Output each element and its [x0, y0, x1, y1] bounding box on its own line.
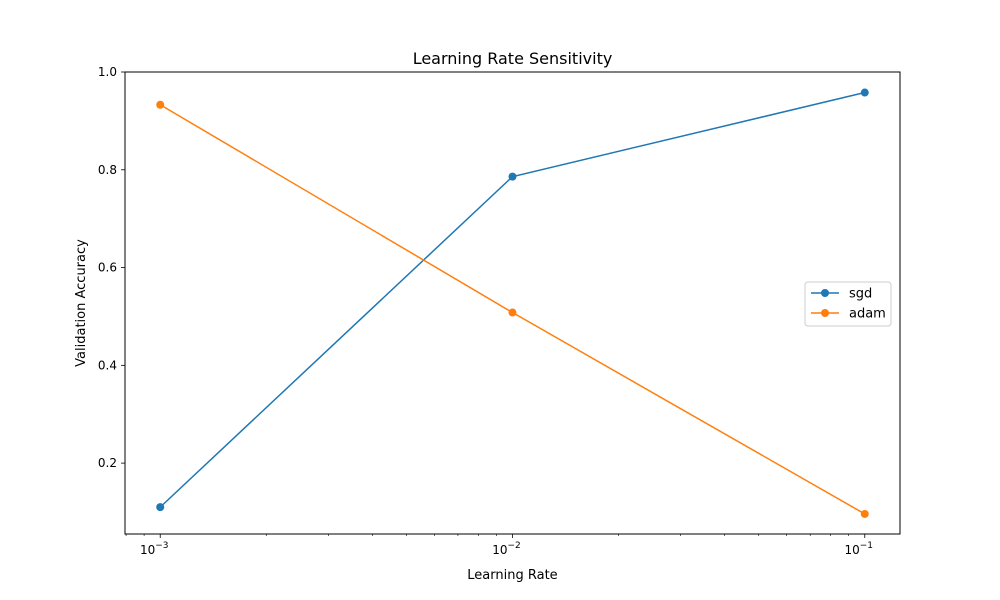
y-tick-label: 0.8	[98, 163, 117, 177]
y-tick-label: 1.0	[98, 65, 117, 79]
y-tick-label: 0.2	[98, 456, 117, 470]
legend-label-adam: adam	[849, 307, 886, 322]
series-layer	[156, 88, 869, 518]
y-axis: 0.2 0.4 0.6 0.8 1.0	[98, 65, 125, 470]
legend-marker-sgd	[821, 289, 829, 297]
data-point-adam	[156, 100, 165, 109]
x-tick-label: 10−2	[492, 541, 521, 557]
x-minor-ticks	[125, 534, 849, 536]
data-point-sgd	[860, 88, 869, 97]
data-point-sgd	[156, 503, 165, 512]
y-tick-label: 0.4	[98, 358, 117, 372]
data-point-adam	[508, 308, 517, 317]
legend-marker-adam	[821, 309, 829, 317]
legend-label-sgd: sgd	[849, 287, 872, 302]
chart-title: Learning Rate Sensitivity	[413, 49, 613, 68]
plot-area-frame	[124, 71, 901, 535]
data-point-adam	[860, 509, 869, 518]
series-line-sgd	[159, 91, 865, 508]
x-axis-label: Learning Rate	[467, 568, 557, 583]
y-axis-label: Validation Accuracy	[74, 239, 89, 367]
x-axis: 10−3 10−2 10−1	[140, 534, 873, 557]
data-point-sgd	[508, 172, 517, 181]
x-tick-label: 10−1	[844, 541, 873, 557]
y-tick-label: 0.6	[98, 261, 117, 275]
x-tick-label: 10−3	[140, 541, 169, 557]
legend: sgd adam	[804, 281, 892, 327]
